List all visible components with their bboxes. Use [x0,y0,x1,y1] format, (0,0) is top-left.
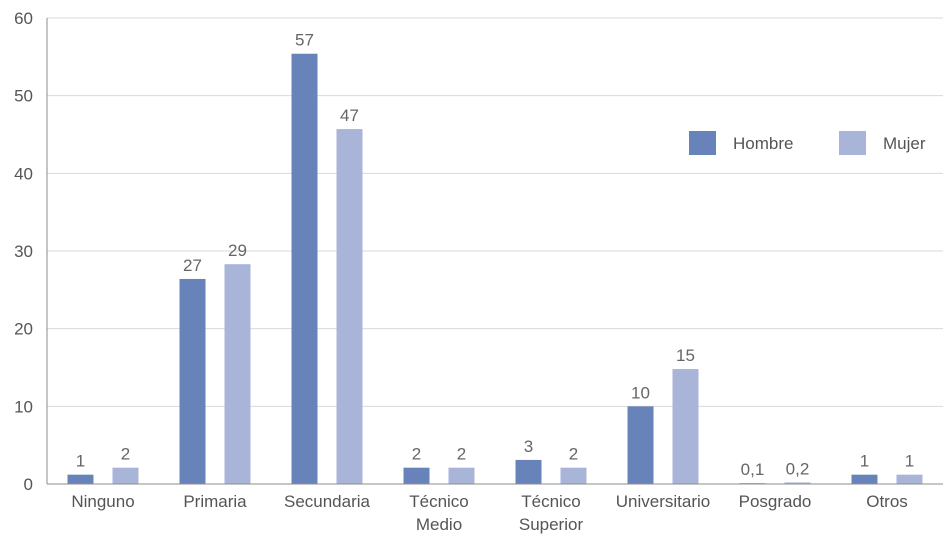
x-category-label: Secundaria [284,492,371,511]
x-category-label: Posgrado [739,492,812,511]
x-category-label: Superior [519,515,584,534]
y-tick-label: 50 [14,87,33,106]
legend: Hombre Mujer [689,131,926,155]
axes [46,18,943,485]
data-label: 0,1 [741,460,765,479]
data-label: 2 [569,445,578,464]
data-label: 2 [412,445,421,464]
y-tick-label: 0 [24,475,33,494]
bar-mujer-6 [784,482,811,484]
data-label: 10 [631,383,650,402]
x-category-label: Técnico [409,492,469,511]
data-labels: 1 2 27 29 57 47 2 2 3 2 10 15 0,1 0,2 1 1 [76,31,914,479]
legend-swatch-mujer [839,131,866,155]
y-tick-label: 40 [14,164,33,183]
data-label: 57 [295,31,314,50]
data-label: 15 [676,346,695,365]
x-axis-categories: Ninguno Primaria Secundaria Técnico Medio Téc… [71,492,907,534]
bar-hombre-1 [179,278,206,484]
x-category-label: Otros [866,492,908,511]
data-label: 1 [860,452,869,471]
bar-mujer-7 [896,474,923,484]
legend-swatch-hombre [689,131,716,155]
bar-hombre-2 [291,53,318,485]
data-label: 29 [228,241,247,260]
data-label: 1 [76,452,85,471]
y-axis-ticks: 0 10 20 30 40 50 60 [14,9,33,494]
bar-hombre-4 [515,459,542,484]
bar-hombre-7 [851,474,878,484]
y-tick-label: 10 [14,397,33,416]
bar-mujer-0 [112,467,139,484]
bar-hombre-0 [67,474,94,484]
data-label: 27 [183,256,202,275]
data-label: 2 [457,445,466,464]
data-label: 2 [121,445,130,464]
y-tick-label: 20 [14,320,33,339]
bar-mujer-2 [336,129,363,484]
legend-label-hombre: Hombre [733,134,793,153]
x-category-label: Ninguno [71,492,134,511]
y-tick-label: 30 [14,242,33,261]
data-label: 47 [340,106,359,125]
x-category-label: Técnico [521,492,581,511]
x-category-label: Primaria [183,492,247,511]
bar-hombre-3 [403,467,430,484]
y-tick-label: 60 [14,9,33,28]
x-category-label: Medio [416,515,462,534]
data-label: 1 [905,452,914,471]
data-label: 0,2 [786,459,810,478]
data-label: 3 [524,437,533,456]
bars [67,53,923,485]
bar-mujer-4 [560,467,587,484]
legend-label-mujer: Mujer [883,134,926,153]
bar-mujer-5 [672,369,699,484]
bar-mujer-1 [224,264,251,484]
bar-mujer-3 [448,467,475,484]
bar-hombre-5 [627,406,654,484]
x-category-label: Universitario [616,492,710,511]
